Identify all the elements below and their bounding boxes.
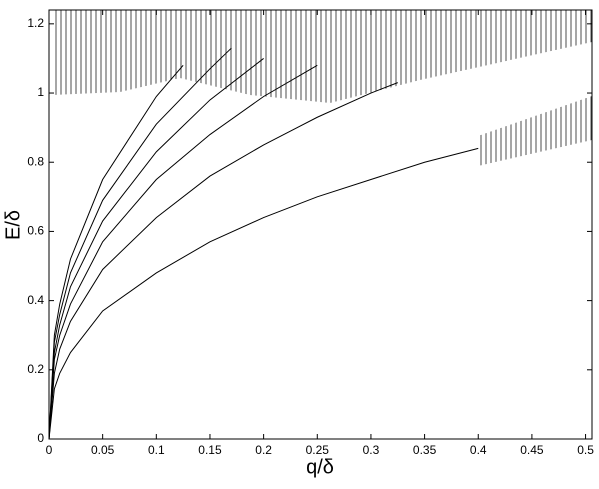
curve [48,64,318,440]
x-tick-label: 0.25 [306,443,330,457]
curve [48,82,398,440]
x-tick-label: 0.05 [91,443,115,457]
x-tick-label: 0.4 [470,443,487,457]
x-tick-label: 0.5 [577,443,594,457]
x-tick-label: 0.45 [520,443,544,457]
continuum-hatch [52,10,592,103]
y-tick-label: 0 [37,431,44,445]
y-tick-label: 1 [37,85,44,99]
x-tick-label: 0 [46,443,53,457]
y-tick-label: 0.6 [27,224,44,238]
x-axis-label: q/δ [306,456,334,478]
x-tick-label: 0.1 [148,443,165,457]
curve [48,147,479,440]
y-axis-label: E/δ [2,210,24,240]
y-tick-label: 0.2 [27,362,44,376]
curve [48,58,264,440]
plot-frame [48,9,593,440]
x-tick-label: 0.15 [198,443,222,457]
x-tick-label: 0.3 [363,443,380,457]
y-tick-label: 0.8 [27,154,44,168]
y-tick-label: 0.4 [27,293,44,307]
curve [48,47,232,440]
x-tick-label: 0.35 [413,443,437,457]
continuum-hatch [478,96,592,166]
x-tick-label: 0.2 [255,443,272,457]
y-tick-label: 1.2 [27,16,44,30]
curve [48,65,184,440]
